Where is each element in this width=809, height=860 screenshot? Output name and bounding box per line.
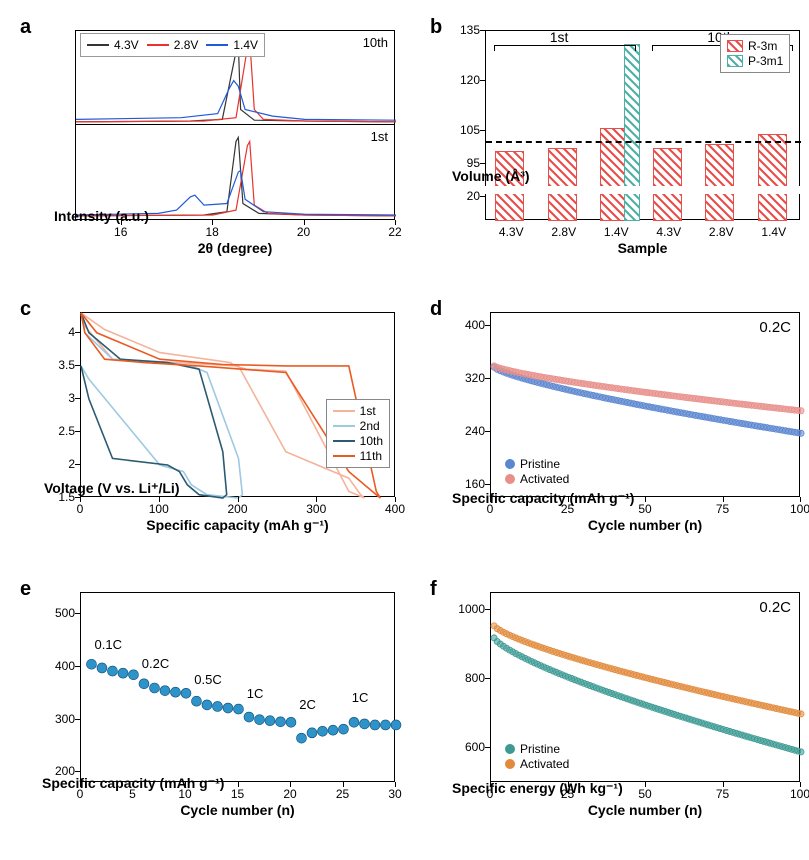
rate-label: 1C xyxy=(247,686,264,701)
panel-f-xlabel: Cycle number (n) xyxy=(490,802,800,818)
anno-d: 0.2C xyxy=(759,319,791,336)
bar xyxy=(705,144,734,221)
bar xyxy=(548,148,577,221)
panel-e-xlabel: Cycle number (n) xyxy=(80,802,395,818)
panel-a-top-plot: 10th 4.3V 2.8V 1.4V xyxy=(75,30,395,125)
anno-f: 0.2C xyxy=(759,599,791,616)
bar xyxy=(653,148,682,221)
panel-label-f: f xyxy=(430,578,437,601)
rate-label: 0.2C xyxy=(142,656,169,671)
legend-c: 1st2nd10th11th xyxy=(326,399,390,468)
legend-b-p3m1: P-3m1 xyxy=(727,54,783,68)
legend-f: Pristine Activated xyxy=(499,738,575,775)
panel-label-b: b xyxy=(430,16,442,39)
legend-a: 4.3V 2.8V 1.4V xyxy=(80,33,265,57)
panel-d-xlabel: Cycle number (n) xyxy=(490,517,800,533)
legend-c-items: 1st2nd10th11th xyxy=(333,404,383,463)
panel-e-svg xyxy=(81,593,396,783)
panel-b-ylabel: Volume (Å³) xyxy=(452,168,530,184)
panel-c-ylabel: Voltage (V vs. Li⁺/Li) xyxy=(44,480,179,497)
legend-a-43v: 4.3V xyxy=(87,38,139,52)
panel-c-plot: 1st2nd10th11th xyxy=(80,312,395,497)
bar xyxy=(624,44,640,221)
panel-c-xlabel: Specific capacity (mAh g⁻¹) xyxy=(80,517,395,534)
rate-label: 2C xyxy=(299,697,316,712)
panel-e: e 0.1C0.2C0.5C1C2C1C 051015202530 200300… xyxy=(20,580,410,830)
figure: a 10th 4.3V 2.8V 1.4V 1st 16182022 Inten… xyxy=(10,10,809,850)
panel-label-a: a xyxy=(20,16,31,39)
panel-a-bottom-svg xyxy=(76,125,396,220)
legend-a-28v: 2.8V xyxy=(147,38,199,52)
panel-f-plot: 0.2C Pristine Activated xyxy=(490,592,800,782)
anno-a-bot: 1st xyxy=(371,129,388,144)
legend-f-pristine: Pristine xyxy=(505,742,569,756)
panel-a: a 10th 4.3V 2.8V 1.4V 1st 16182022 Inten… xyxy=(20,18,410,268)
rate-label: 1C xyxy=(352,690,369,705)
rate-label: 0.1C xyxy=(95,637,122,652)
legend-a-14v: 1.4V xyxy=(206,38,258,52)
panel-label-e: e xyxy=(20,578,31,601)
legend-d: Pristine Activated xyxy=(499,453,575,490)
rate-label: 0.5C xyxy=(194,672,221,687)
panel-a-ylabel: Intensity (a.u.) xyxy=(54,208,149,224)
legend-d-activated: Activated xyxy=(505,472,569,486)
bar xyxy=(758,134,787,221)
panel-d: d 0.2C Pristine Activated 0255075100 160… xyxy=(430,300,809,545)
axis-break xyxy=(484,186,803,194)
panel-d-plot: 0.2C Pristine Activated xyxy=(490,312,800,497)
panel-a-xlabel: 2θ (degree) xyxy=(75,240,395,256)
legend-f-activated: Activated xyxy=(505,757,569,771)
panel-b-xlabel: Sample xyxy=(485,240,800,256)
panel-label-d: d xyxy=(430,298,442,321)
anno-a-top: 10th xyxy=(363,35,388,50)
legend-b-r3m: R-3m xyxy=(727,39,783,53)
panel-f-ylabel: Specific energy (Wh kg⁻¹) xyxy=(452,780,623,797)
panel-label-c: c xyxy=(20,298,31,321)
panel-d-ylabel: Specific capacity (mAh g⁻¹) xyxy=(452,490,634,507)
legend-b: R-3m P-3m1 xyxy=(720,34,790,73)
legend-d-pristine: Pristine xyxy=(505,457,569,471)
panel-e-ylabel: Specific capacity (mAh g⁻¹) xyxy=(42,775,224,792)
panel-e-plot: 0.1C 0.2C 0.5C 1C 2C 1C xyxy=(80,592,395,782)
panel-c: c 1st2nd10th11th 0100200300400 1.522.533… xyxy=(20,300,410,545)
panel-b: b 1st10th 9510512013520 4.3V2.8V1.4V4.3V… xyxy=(430,18,809,268)
ref-line xyxy=(486,141,801,143)
panel-a-bottom-plot: 1st xyxy=(75,125,395,220)
panel-f: f 0.2C Pristine Activated 0255075100 600… xyxy=(430,580,809,830)
group-label: 1st xyxy=(550,29,569,45)
